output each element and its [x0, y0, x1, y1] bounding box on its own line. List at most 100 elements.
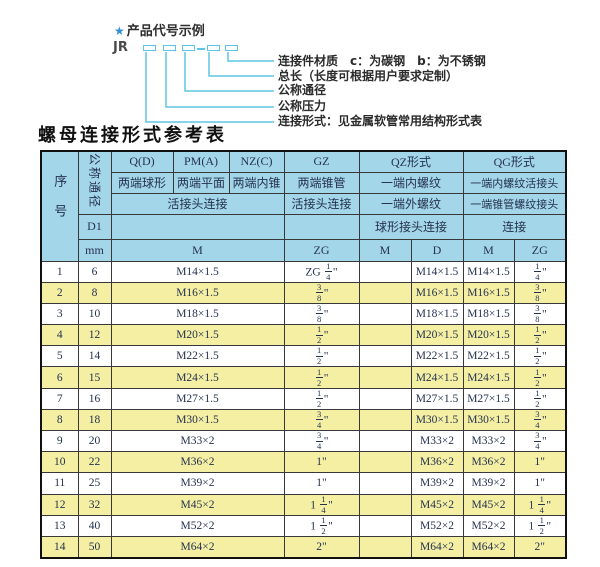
cell-qz-d: M14×1.5 — [410, 260, 464, 283]
header-row-connection: 活接头连接 活接头连接 一端外螺纹 一端锥管螺纹接头 — [41, 192, 567, 215]
cell-qg-zg: 1 1 2 " — [513, 514, 567, 537]
table-title: 螺母连接形式参考表 — [38, 125, 227, 146]
table-body: 1 6 M14×1.5 ZG 1 4 " M14×1.5 M14×1.5 1 4 " 2 8 M16×1.… — [40, 260, 567, 559]
cell-m: M14×1.5 — [110, 260, 285, 283]
cell-qg-m: M30×1.5 — [462, 408, 515, 432]
cell-m: M64×2 — [110, 535, 285, 559]
header-conn-qg: 一端锥管螺纹接头 — [462, 192, 567, 215]
cell-qz-d: M30×1.5 — [410, 408, 464, 432]
cell-qz-d: M33×2 — [410, 429, 464, 453]
cell-seq: 9 — [40, 429, 79, 453]
header-unit-qg-zg: ZG — [513, 238, 567, 262]
cell-dn: 20 — [77, 429, 112, 453]
cell-qz-m — [358, 493, 412, 516]
cell-qz-m — [358, 345, 412, 368]
cell-qz-d: M39×2 — [410, 472, 464, 495]
header-group-nz: NZ(C) — [228, 150, 285, 173]
cell-qg-m: M18×1.5 — [462, 302, 515, 326]
cell-qg-m: M22×1.5 — [462, 345, 515, 368]
cell-seq: 3 — [40, 302, 79, 326]
code-box-1 — [143, 45, 156, 51]
diagram-label-length: 总长（长度可根据用户要求定制） — [278, 69, 459, 83]
cell-qg-m: M36×2 — [462, 451, 515, 474]
header-blank-gz — [283, 213, 360, 240]
cell-qz-d: M52×2 — [410, 514, 464, 537]
cell-gz: 1 2 " — [283, 324, 360, 347]
cell-qg-zg: 1" — [513, 451, 567, 474]
cell-seq: 4 — [40, 324, 79, 347]
cell-qz-d: M22×1.5 — [410, 345, 464, 368]
diagram-heading: ★ 产品代号示例 — [114, 20, 205, 39]
cell-qz-m — [358, 260, 412, 283]
cell-qg-m: M27×1.5 — [462, 387, 515, 410]
code-box-3 — [182, 45, 195, 51]
cell-gz: 1 1 4 " — [283, 493, 360, 516]
cell-qz-d: M36×2 — [410, 451, 464, 474]
header-group-qd: Q(D) — [110, 150, 174, 173]
header-row-units: mm M ZG M D M ZG — [41, 238, 567, 262]
cell-qz-d: M27×1.5 — [410, 387, 464, 410]
cell-qg-zg: 3 4 " — [513, 408, 567, 432]
cell-m: M52×2 — [110, 514, 285, 537]
cell-qg-m: M33×2 — [462, 429, 515, 453]
cell-qz-m — [358, 535, 412, 559]
cell-gz: 1 2 " — [283, 387, 360, 410]
table-row: 7 16 M27×1.5 1 2 " M27×1.5 M27×1.5 1 2 " — [40, 387, 567, 410]
cell-dn: 6 — [77, 260, 112, 283]
table-row: 2 8 M16×1.5 3 8 " M16×1.5 M16×1.5 3 8 " — [40, 281, 567, 304]
cell-dn: 22 — [77, 451, 112, 474]
diagram-label-material: 连接件材质 c：为碳钢 b：为不锈钢 — [278, 54, 486, 68]
diagram-label-pressure: 公称压力 — [278, 99, 327, 113]
header-conn-qz: 一端外螺纹 — [358, 192, 464, 215]
cell-seq: 12 — [40, 493, 79, 516]
header-dn-text: 公称通径 — [87, 152, 102, 209]
cell-m: M33×2 — [110, 429, 285, 453]
header-d1: D1 — [77, 213, 112, 240]
cell-seq: 6 — [40, 366, 79, 389]
table-row: 9 20 M33×2 3 4 " M33×2 M33×2 3 4 " — [40, 429, 567, 453]
table-row: 8 18 M30×1.5 3 4 " M30×1.5 M30×1.5 3 4 " — [40, 408, 567, 432]
cell-dn: 25 — [77, 472, 112, 495]
cell-qg-zg: 1 2 " — [513, 366, 567, 389]
header-type-nz: 两端内锥 — [228, 171, 285, 194]
header-dn: 公称通径 — [77, 150, 112, 215]
header-seq-text: 序号 — [52, 174, 68, 235]
cell-gz: 3 8 " — [283, 281, 360, 304]
cell-gz: 3 4 " — [283, 429, 360, 453]
cell-seq: 14 — [40, 535, 79, 559]
table-row: 14 50 M64×2 2" M64×2 M64×2 2" — [40, 535, 567, 559]
cell-gz: 3 8 " — [283, 302, 360, 326]
cell-m: M27×1.5 — [110, 387, 285, 410]
header-type-pm: 两端平面 — [172, 171, 230, 194]
cell-qz-d: M20×1.5 — [410, 324, 464, 347]
code-prefix: JR — [113, 40, 128, 55]
header-group-pm: PM(A) — [172, 150, 230, 173]
cell-gz: 1 2 " — [283, 366, 360, 389]
cell-qg-zg: 1" — [513, 472, 567, 495]
header-seq: 序号 — [40, 150, 79, 262]
header-type-gz: 两端锥管 — [283, 171, 360, 194]
cell-gz: 1" — [283, 451, 360, 474]
cell-qg-m: M39×2 — [462, 472, 515, 495]
cell-seq: 1 — [40, 260, 79, 283]
cell-dn: 40 — [77, 514, 112, 537]
header-blank-left — [110, 213, 285, 240]
header-group-qg: QG形式 — [462, 150, 567, 173]
table-row: 12 32 M45×2 1 1 4 " M45×2 M45×2 1 1 4 " — [40, 493, 567, 516]
header-row-groups: 序号 公称通径 Q(D) PM(A) NZ(C) GZ QZ形式 QG形式 — [40, 150, 567, 262]
cell-qg-zg: 3 8 " — [513, 281, 567, 304]
cell-qz-d: M18×1.5 — [410, 302, 464, 326]
table-row: 6 15 M24×1.5 1 2 " M24×1.5 M24×1.5 1 2 " — [40, 366, 567, 389]
cell-gz: 1 2 " — [283, 345, 360, 368]
cell-gz: 3 4 " — [283, 408, 360, 432]
cell-qz-m — [358, 281, 412, 304]
cell-qz-d: M16×1.5 — [410, 281, 464, 304]
cell-qz-m — [358, 451, 412, 474]
cell-qg-m: M14×1.5 — [462, 260, 515, 283]
cell-qg-zg: 1 2 " — [513, 345, 567, 368]
cell-qz-m — [358, 472, 412, 495]
cell-seq: 13 — [40, 514, 79, 537]
cell-seq: 7 — [40, 387, 79, 410]
cell-m: M20×1.5 — [110, 324, 285, 347]
cell-qz-m — [358, 429, 412, 453]
